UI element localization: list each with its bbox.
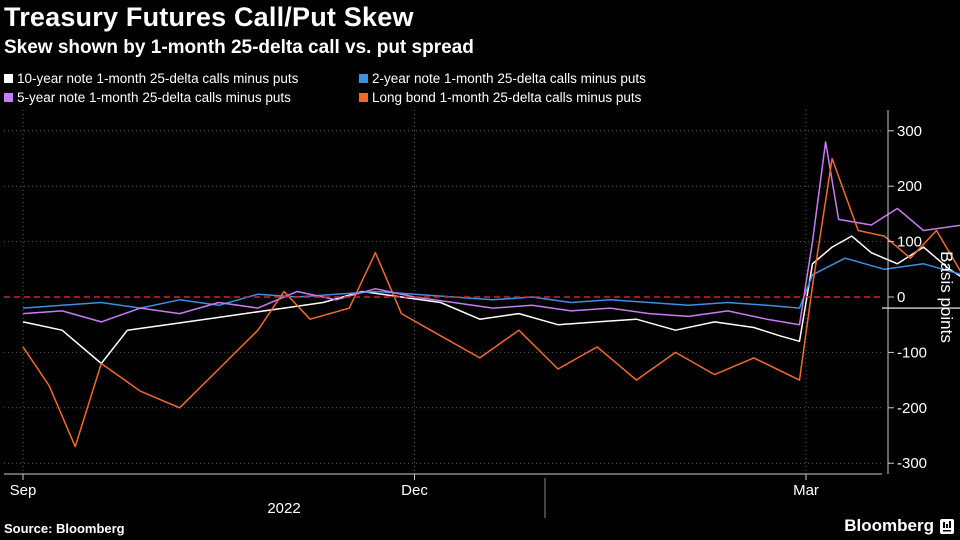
series-line-1 xyxy=(22,257,960,309)
legend-swatch-long-bond xyxy=(359,93,368,102)
bloomberg-terminal-icon xyxy=(940,519,954,534)
y-tick-label: 200 xyxy=(897,178,922,195)
x-tick-label: Mar xyxy=(793,482,819,499)
x-year-label: 2022 xyxy=(267,500,300,517)
chart-title: Treasury Futures Call/Put Skew xyxy=(4,2,414,32)
bloomberg-logo: Bloomberg xyxy=(844,516,934,535)
legend-label-long-bond: Long bond 1-month 25-delta calls minus p… xyxy=(372,90,642,105)
legend-label-5y: 5-year note 1-month 25-delta calls minus… xyxy=(17,90,291,105)
x-tick-label: Sep xyxy=(10,482,37,499)
legend-item-2y: 2-year note 1-month 25-delta calls minus… xyxy=(359,71,646,86)
legend-label-10y: 10-year note 1-month 25-delta calls minu… xyxy=(17,71,299,86)
y-tick-label: 300 xyxy=(897,123,922,140)
gridlines xyxy=(4,110,882,474)
series-line-0 xyxy=(22,235,960,365)
legend-swatch-5y xyxy=(4,93,13,102)
y-tick-label: -100 xyxy=(897,344,927,361)
source-note: Source: Bloomberg xyxy=(4,521,125,536)
legend-item-long-bond: Long bond 1-month 25-delta calls minus p… xyxy=(359,90,641,105)
y-tick-label: 100 xyxy=(897,234,922,251)
axes: 300 200 100 0 -100 -200 -300 Basis points Sep Dec… xyxy=(4,110,956,518)
legend-item-5y: 5-year note 1-month 25-delta calls minus… xyxy=(4,90,291,105)
y-axis-title: Basis points xyxy=(937,251,956,343)
y-tick-label: -300 xyxy=(897,455,927,472)
chart-subtitle: Skew shown by 1-month 25-delta call vs. … xyxy=(4,37,474,58)
legend-label-2y: 2-year note 1-month 25-delta calls minus… xyxy=(372,71,646,86)
y-tick-label: -200 xyxy=(897,400,927,417)
series-line-3 xyxy=(22,157,960,448)
x-tick-label: Dec xyxy=(401,482,428,499)
series-lines xyxy=(22,141,960,448)
legend-swatch-10y xyxy=(4,74,13,83)
series-line-2 xyxy=(22,141,960,326)
legend-swatch-2y xyxy=(359,74,368,83)
y-tick-label: 0 xyxy=(897,289,905,306)
legend-item-10y: 10-year note 1-month 25-delta calls minu… xyxy=(4,71,298,86)
